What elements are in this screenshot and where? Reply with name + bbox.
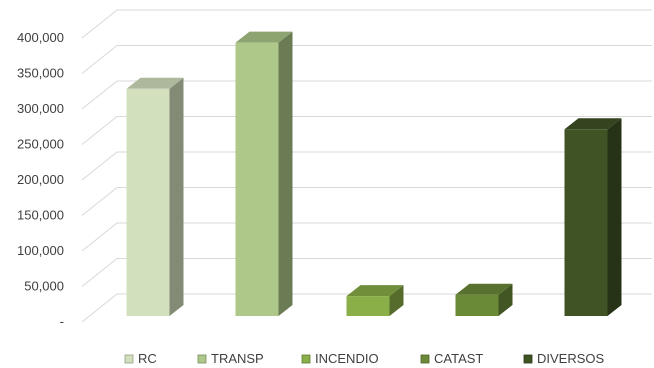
legend-item-incendio: INCENDIO — [301, 351, 379, 366]
legend-swatch — [124, 354, 134, 364]
bar-front-face — [564, 129, 608, 316]
legend-swatch — [420, 354, 430, 364]
bar-side-face — [498, 283, 513, 316]
bar-diversos — [564, 118, 622, 317]
gridline-diagonal — [81, 45, 118, 74]
gridline-diagonal — [81, 222, 118, 252]
legend-item-diversos: DIVERSOS — [523, 351, 605, 366]
legend-label: DIVERSOS — [537, 351, 605, 366]
legend-swatch — [301, 354, 311, 364]
bar-transp — [235, 31, 293, 317]
y-tick-label: 250,000 — [17, 137, 64, 152]
legend-swatch — [197, 354, 207, 364]
y-axis-ticks: - 50,000 100,000 150,000 200,000 250,000 300,0… — [17, 30, 64, 329]
y-tick-label: 200,000 — [17, 172, 64, 187]
bar-top-face — [126, 77, 184, 89]
legend-label: TRANSP — [211, 351, 264, 366]
bar-side-face — [278, 31, 293, 317]
legend-label: CATAST — [434, 351, 483, 366]
bar-top-face — [235, 31, 293, 43]
bar-front-face — [235, 42, 279, 317]
bar-top-face — [564, 118, 622, 130]
bar-front-face — [126, 88, 170, 316]
y-tick-label: 350,000 — [17, 66, 64, 81]
y-tick-label: 300,000 — [17, 101, 64, 116]
bar-front-face — [455, 294, 499, 316]
bar-side-face — [169, 77, 184, 316]
y-tick-label: 100,000 — [17, 243, 64, 258]
gridline-diagonal — [81, 9, 118, 39]
bar-front-face — [346, 296, 390, 316]
gridline-diagonal — [81, 187, 118, 216]
y-tick-label: 400,000 — [17, 30, 64, 45]
bar-side-face — [607, 118, 622, 317]
legend-item-rc: RC — [124, 351, 157, 366]
bar-top-face — [346, 285, 404, 297]
legend-label: INCENDIO — [315, 351, 379, 366]
gridline-diagonal — [81, 151, 118, 181]
gridlines — [81, 9, 652, 323]
gridline-diagonal — [81, 258, 118, 287]
legend-swatch — [523, 354, 533, 364]
bar-side-face — [389, 285, 404, 316]
gridline-diagonal — [81, 293, 118, 323]
bar-rc — [126, 77, 184, 316]
bar-catast — [455, 283, 513, 316]
legend: RC TRANSP INCENDIO CATAST DIVERSOS — [124, 351, 605, 366]
legend-item-catast: CATAST — [420, 351, 483, 366]
y-tick-label: 50,000 — [24, 279, 64, 294]
bars — [126, 31, 622, 317]
legend-item-transp: TRANSP — [197, 351, 264, 366]
bar-incendio — [346, 285, 404, 316]
legend-label: RC — [138, 351, 157, 366]
y-tick-label: - — [60, 314, 64, 329]
y-tick-label: 150,000 — [17, 208, 64, 223]
bar-top-face — [455, 283, 513, 295]
gridline-diagonal — [81, 116, 118, 145]
gridline-diagonal — [81, 80, 118, 110]
